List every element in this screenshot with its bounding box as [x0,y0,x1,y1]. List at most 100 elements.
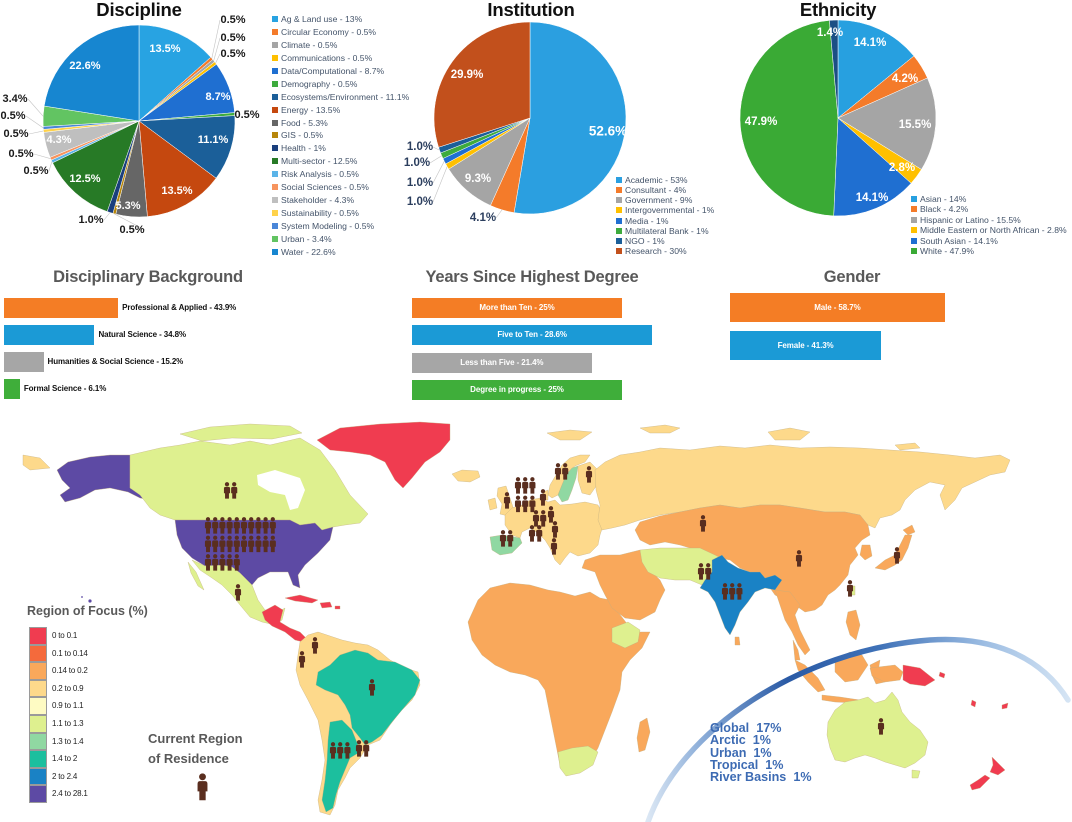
legend-label: System Modeling - 0.5% [281,221,375,232]
region-alaska [56,454,151,503]
region-madagascar [636,717,651,753]
special-focus-list: Global 17% Arctic 1% Urban 1% Tropical 1% Ri… [710,721,812,785]
region-middle-east [581,549,666,621]
region-baja-california [187,561,205,591]
legend-label: South Asian - 14.1% [920,235,998,246]
legend-item: Multi-sector - 12.5% [272,156,357,166]
legend-label: Academic - 53% [625,175,688,185]
person-icon [197,773,208,801]
legend-swatch [616,177,622,183]
legend-item: Climate - 0.5% [272,40,337,50]
legend-swatch [272,248,278,255]
bar [412,325,653,346]
slice-value-label: 52.6% [589,124,627,139]
legend-swatch [616,237,622,244]
discipline-pie: 13.5% 0.5% 0.5% 0.5% 8.7% 0.5% 11.1% 13.5% 5.3% 0… [0,14,259,236]
region-hawaii-islet [81,596,83,598]
legend-label: Research - 30% [625,246,687,257]
special-focus-item: River Basins 1% [710,770,812,785]
slice-value-label: 1.0% [78,214,103,226]
leader-line [213,37,221,61]
focus-legend-swatch [29,767,47,786]
region-novaya-zemlya [639,424,681,434]
legend-label: GIS - 0.5% [281,130,324,141]
region-arctic-islands-a [767,427,811,441]
legend-label: Multilateral Bank - 1% [625,225,709,236]
legend-label: Risk Analysis - 0.5% [281,169,359,180]
legend-swatch [616,197,622,204]
legend-swatch [272,132,278,139]
bar-label: Formal Science - 6.1% [23,384,107,393]
legend-item: Health - 1% [272,143,326,153]
legend-item: Risk Analysis - 0.5% [272,169,359,179]
legend-item: Research - 30% [616,246,687,256]
legend-swatch [272,171,278,178]
leader-line [27,98,44,117]
region-west-papua [869,664,904,683]
legend-item: Consultant - 4% [616,185,686,195]
legend-label: Data/Computational - 8.7% [281,65,385,76]
pie-slice [138,120,217,217]
legend-label: Climate - 0.5% [281,39,338,50]
slice-value-label: 13.5% [149,43,180,55]
region-cuba [284,594,319,604]
region-arctic-islands-b [894,442,921,451]
legend-label: White - 47.9% [920,246,974,256]
pie-slice [43,24,140,122]
bar-label: Female - 41.3% [777,340,834,350]
legend-item: Stakeholder - 4.3% [272,195,354,205]
focus-legend-label: 2 to 2.4 [52,771,78,781]
region-of-focus-legend-title: Region of Focus (%) [27,604,148,618]
leader-line [432,161,445,184]
legend-item: Data/Computational - 8.7% [272,66,384,76]
slice-value-label: 11.1% [198,134,229,146]
leader-line [33,153,51,159]
focus-legend-swatch [29,662,47,680]
legend-label: Black - 4.2% [920,204,969,215]
region-africa [467,582,651,776]
slice-value-label: 0.5% [0,110,25,122]
legend-label: Media - 1% [625,215,669,226]
legend-swatch [911,237,917,244]
bar [4,325,95,345]
legend-item: Social Sciences - 0.5% [272,182,369,192]
region-australia [826,691,929,769]
bar-label: More than Ten - 25% [479,303,555,312]
region-sweden [557,465,579,503]
legend-item: White - 47.9% [911,246,974,256]
focus-legend-label: 0.14 to 0.2 [52,666,88,676]
legend-swatch [911,227,917,234]
bar-label: Professional & Applied - 43.9% [122,303,237,312]
special-focus-value: 1% [793,770,812,785]
region-pacific-islands-c [1001,702,1009,710]
slice-value-label: 15.5% [899,119,932,131]
legend-label: Social Sciences - 0.5% [281,182,369,193]
focus-legend-swatch [29,715,47,733]
legend-swatch [272,197,278,204]
legend-item: System Modeling - 0.5% [272,221,374,231]
legend-label: Food - 5.3% [281,117,328,128]
focus-legend-label: 0.9 to 1.1 [52,701,84,711]
slice-value-label: 4.1% [470,212,496,224]
discipline-chart-title: Discipline [96,0,182,20]
legend-item: Hispanic or Latino - 15.5% [911,215,1021,225]
legend-item: Multilateral Bank - 1% [616,226,709,236]
focus-legend-label: 1.1 to 1.3 [52,719,84,728]
special-focus-item: Global 17% [710,721,812,735]
leader-line [432,146,440,151]
special-focus-label: Global [710,721,750,735]
slice-value-label: 8.7% [205,91,230,103]
focus-legend-label: 0.1 to 0.14 [52,648,88,658]
bar [4,298,119,318]
region-malay-peninsula [792,639,801,661]
pie-slice [837,77,937,170]
legend-item: Ag & Land use - 13% [272,14,362,24]
focus-legend-label: 0.2 to 0.9 [52,683,84,693]
special-focus-label: River Basins [710,770,787,785]
special-focus-value: 1% [753,745,772,760]
bar-label: Degree in progress - 25% [470,384,564,394]
world-map [22,421,1071,822]
legend-label: Demography - 0.5% [281,78,358,89]
special-focus-value: 17% [756,721,782,735]
legend-item: Middle Eastern or North African - 2.8% [911,225,1067,235]
